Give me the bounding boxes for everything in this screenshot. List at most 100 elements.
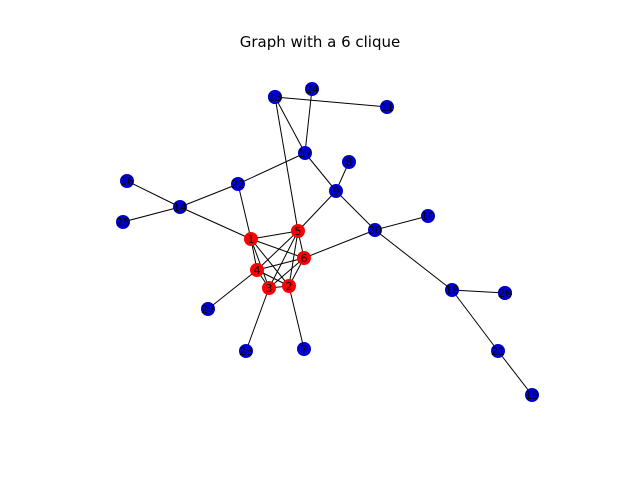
node-circle-20 [368, 223, 382, 237]
edge-1-3 [250, 238, 270, 289]
node-16: 16 [120, 174, 134, 188]
node-label-4: 4 [254, 264, 261, 277]
edge-3-5 [268, 230, 299, 289]
edge-17-13 [274, 96, 306, 154]
node-circle-19 [525, 388, 539, 402]
edge-3-23 [245, 287, 270, 352]
edge-14-22 [179, 183, 239, 208]
node-27: 27 [201, 302, 215, 316]
node-8: 8 [342, 155, 356, 169]
node-25: 25 [116, 215, 130, 229]
node-circle-8 [342, 155, 356, 169]
node-20: 20 [368, 223, 382, 237]
node-label-16: 16 [120, 175, 134, 188]
node-label-2: 2 [286, 280, 293, 293]
node-circle-21 [491, 344, 505, 358]
edge-4-5 [256, 230, 299, 271]
node-circle-27 [201, 302, 215, 316]
edge-17-9 [304, 152, 337, 192]
node-26: 26 [498, 286, 512, 300]
edge-9-5 [297, 190, 337, 232]
node-label-13: 13 [268, 91, 282, 104]
edge-1-5 [250, 230, 299, 240]
node-19: 19 [525, 388, 539, 402]
edge-1-6 [250, 238, 305, 259]
node-circle-26 [498, 286, 512, 300]
graph-title: Graph with a 6 clique [239, 33, 401, 51]
node-layer: 1234567891011121314151617181920212223242… [116, 82, 539, 402]
edge-layer [122, 88, 533, 396]
edge-20-6 [303, 229, 376, 259]
node-11: 11 [380, 100, 394, 114]
node-circle-17 [298, 146, 312, 160]
edge-1-14 [179, 206, 252, 240]
node-label-17: 17 [298, 147, 312, 160]
node-17: 17 [298, 146, 312, 160]
node-2: 2 [282, 279, 296, 293]
node-circle-24 [305, 82, 319, 96]
node-18: 18 [445, 283, 459, 297]
node-circle-25 [116, 215, 130, 229]
edge-1-22 [237, 183, 252, 240]
node-label-21: 21 [491, 345, 505, 358]
node-label-25: 25 [116, 216, 130, 229]
edge-5-12 [274, 96, 299, 232]
node-21: 21 [491, 344, 505, 358]
edge-20-18 [374, 229, 453, 291]
node-circle-13 [268, 90, 282, 104]
edge-18-26 [451, 289, 506, 294]
node-4: 4 [250, 263, 264, 277]
node-circle-11 [380, 100, 394, 114]
edge-21-19 [497, 350, 533, 396]
edge-20-10 [374, 215, 429, 231]
edge-2-7 [288, 285, 305, 350]
node-label-7: 7 [301, 343, 308, 356]
edge-3-6 [268, 257, 305, 289]
node-label-19: 19 [525, 389, 539, 402]
node-label-8: 8 [346, 156, 353, 169]
edge-18-21 [451, 289, 499, 352]
node-circle-4 [250, 263, 264, 277]
node-label-1: 1 [248, 233, 255, 246]
node-label-26: 26 [498, 287, 512, 300]
edge-22-17 [237, 152, 306, 185]
edge-4-27 [207, 269, 258, 310]
node-label-22: 22 [231, 178, 245, 191]
node-circle-7 [297, 342, 311, 356]
node-5: 5 [291, 224, 305, 238]
node-label-27: 27 [201, 303, 215, 316]
node-circle-6 [297, 251, 311, 265]
node-circle-9 [329, 184, 343, 198]
node-label-5: 5 [295, 225, 302, 238]
node-22: 22 [231, 177, 245, 191]
node-circle-2 [282, 279, 296, 293]
node-14: 14 [173, 200, 187, 214]
node-circle-16 [120, 174, 134, 188]
edge-1-2 [250, 238, 290, 287]
node-circle-1 [244, 232, 258, 246]
node-24: 24 [305, 82, 319, 96]
node-label-9: 9 [333, 185, 340, 198]
node-13: 13 [268, 90, 282, 104]
edge-14-25 [122, 206, 181, 223]
node-circle-18 [445, 283, 459, 297]
node-label-3: 3 [266, 282, 273, 295]
node-9: 9 [329, 184, 343, 198]
edge-12-11 [274, 96, 388, 108]
node-label-20: 20 [368, 224, 382, 237]
node-10: 10 [421, 209, 435, 223]
node-label-14: 14 [173, 201, 187, 214]
node-circle-3 [262, 281, 276, 295]
node-circle-23 [239, 344, 253, 358]
node-circle-14 [173, 200, 187, 214]
node-6: 6 [297, 251, 311, 265]
node-label-24: 24 [305, 83, 319, 96]
node-circle-22 [231, 177, 245, 191]
edge-17-24 [304, 88, 313, 154]
node-label-18: 18 [445, 284, 459, 297]
edge-4-6 [256, 257, 305, 271]
edge-14-16 [126, 180, 181, 208]
node-7: 7 [297, 342, 311, 356]
